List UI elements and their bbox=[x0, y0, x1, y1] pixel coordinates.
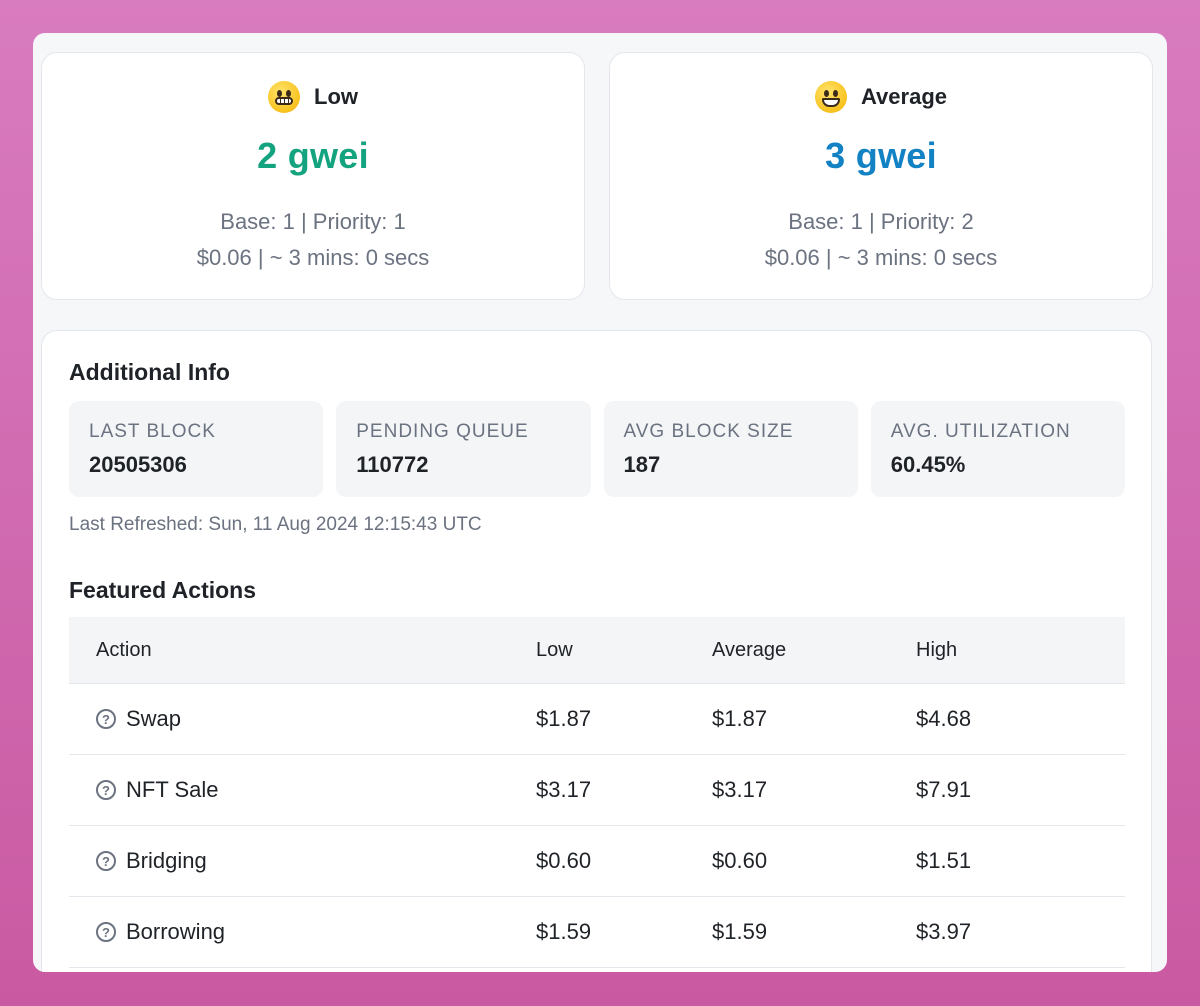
gas-card-low-label: Low bbox=[314, 84, 358, 109]
gas-card-low: Low 2 gwei Base: 1 | Priority: 1 $0.06 |… bbox=[41, 52, 585, 300]
gas-card-average: Average 3 gwei Base: 1 | Priority: 2 $0.… bbox=[609, 52, 1153, 300]
table-row: ? Swap $1.87 $1.87 $4.68 bbox=[69, 683, 1125, 755]
stat-avg-block-size: AVG BLOCK SIZE 187 bbox=[603, 401, 858, 497]
action-cell: ? NFT Sale bbox=[69, 754, 535, 826]
table-row: ? Borrowing $1.59 $1.59 $3.97 bbox=[69, 896, 1125, 968]
average-cost-cell: $1.59 bbox=[711, 896, 915, 968]
gas-card-average-header: Average bbox=[610, 80, 1152, 114]
low-cost-cell: $1.59 bbox=[535, 896, 711, 968]
stat-value: 60.45% bbox=[890, 452, 966, 477]
action-name: Swap bbox=[126, 706, 182, 731]
question-circle-icon[interactable]: ? bbox=[96, 922, 116, 942]
question-circle-icon[interactable]: ? bbox=[96, 709, 116, 729]
gas-card-low-price: 2 gwei bbox=[257, 135, 369, 176]
additional-info-title: Additional Info bbox=[69, 359, 230, 385]
stat-label: LAST BLOCK bbox=[89, 421, 216, 442]
stat-value: 110772 bbox=[356, 452, 429, 477]
stat-value: 187 bbox=[623, 452, 661, 477]
additional-info-panel: Additional Info LAST BLOCK 20505306 PEND… bbox=[41, 330, 1152, 972]
stats-row: LAST BLOCK 20505306 PENDING QUEUE 110772… bbox=[69, 401, 1125, 497]
high-cost-cell: $4.68 bbox=[915, 683, 1125, 755]
featured-actions-table: Action Low Average High ? Swap $1.87 $1.… bbox=[69, 617, 1125, 968]
last-refreshed-text: Last Refreshed: Sun, 11 Aug 2024 12:15:4… bbox=[69, 514, 482, 535]
low-cost-cell: $0.60 bbox=[535, 825, 711, 897]
average-cost-cell: $3.17 bbox=[711, 754, 915, 826]
action-name: Bridging bbox=[126, 848, 207, 873]
stat-avg-utilization: AVG. UTILIZATION 60.45% bbox=[870, 401, 1125, 497]
stat-label: PENDING QUEUE bbox=[356, 421, 529, 442]
gas-card-average-cost-time: $0.06 | ~ 3 mins: 0 secs bbox=[764, 245, 998, 270]
column-header-low: Low bbox=[535, 617, 711, 684]
high-cost-cell: $7.91 bbox=[915, 754, 1125, 826]
action-name: Borrowing bbox=[126, 919, 226, 944]
action-cell: ? Bridging bbox=[69, 825, 535, 897]
gas-card-low-base-priority: Base: 1 | Priority: 1 bbox=[220, 209, 406, 234]
table-row: ? NFT Sale $3.17 $3.17 $7.91 bbox=[69, 754, 1125, 826]
table-header-row: Action Low Average High bbox=[69, 617, 1125, 684]
gas-card-average-details: Base: 1 | Priority: 2 $0.06 | ~ 3 mins: … bbox=[610, 204, 1152, 276]
stat-value: 20505306 bbox=[89, 452, 187, 477]
stat-pending-queue: PENDING QUEUE 110772 bbox=[336, 401, 591, 497]
action-cell: ? Swap bbox=[69, 683, 535, 755]
gas-card-low-header: Low bbox=[42, 80, 584, 114]
average-cost-cell: $1.87 bbox=[711, 683, 915, 755]
low-cost-cell: $1.87 bbox=[535, 683, 711, 755]
high-cost-cell: $3.97 bbox=[915, 896, 1125, 968]
grimacing-face-icon bbox=[268, 81, 300, 113]
column-header-high: High bbox=[915, 617, 1125, 684]
gas-card-low-details: Base: 1 | Priority: 1 $0.06 | ~ 3 mins: … bbox=[42, 204, 584, 276]
stat-label: AVG. UTILIZATION bbox=[890, 421, 1071, 442]
stat-label: AVG BLOCK SIZE bbox=[623, 421, 794, 442]
action-name: NFT Sale bbox=[126, 777, 219, 802]
featured-actions-title: Featured Actions bbox=[69, 577, 257, 603]
question-circle-icon[interactable]: ? bbox=[96, 780, 116, 800]
gas-card-average-price: 3 gwei bbox=[825, 135, 937, 176]
gas-card-low-cost-time: $0.06 | ~ 3 mins: 0 secs bbox=[196, 245, 430, 270]
average-cost-cell: $0.60 bbox=[711, 825, 915, 897]
column-header-action: Action bbox=[69, 617, 535, 684]
stat-last-block: LAST BLOCK 20505306 bbox=[69, 401, 324, 497]
gas-card-average-base-priority: Base: 1 | Priority: 2 bbox=[788, 209, 974, 234]
grinning-face-icon bbox=[814, 81, 847, 113]
question-circle-icon[interactable]: ? bbox=[96, 851, 116, 871]
high-cost-cell: $1.51 bbox=[915, 825, 1125, 897]
gas-card-average-label: Average bbox=[860, 84, 947, 109]
table-row: ? Bridging $0.60 $0.60 $1.51 bbox=[69, 825, 1125, 897]
action-cell: ? Borrowing bbox=[69, 896, 535, 968]
column-header-average: Average bbox=[711, 617, 915, 684]
gas-tracker-window: Low 2 gwei Base: 1 | Priority: 1 $0.06 |… bbox=[33, 33, 1167, 972]
low-cost-cell: $3.17 bbox=[535, 754, 711, 826]
